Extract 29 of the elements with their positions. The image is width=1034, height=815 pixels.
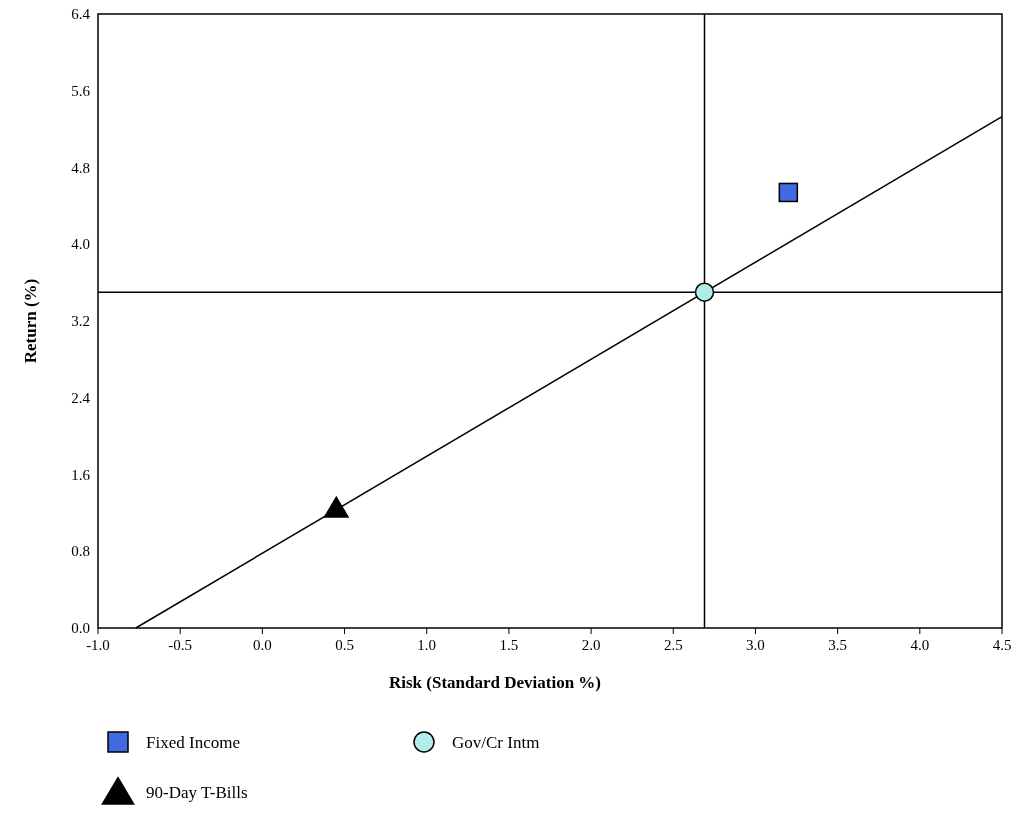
x-tick-label: 3.0 — [746, 637, 765, 653]
y-tick-label: 3.2 — [71, 313, 90, 329]
x-tick-label: 2.5 — [663, 637, 683, 653]
point — [694, 282, 715, 302]
legend-label: 90-Day T-Bills — [146, 783, 248, 802]
y-tick-label: 4.0 — [71, 236, 90, 253]
legend-label: Fixed Income — [146, 733, 240, 752]
point — [323, 496, 349, 518]
x-axis-title: Risk (Standard Deviation %) — [388, 673, 602, 692]
x-tick-label: -1.0 — [86, 637, 110, 653]
y-tick-label: 1.6 — [71, 466, 91, 483]
x-tick-label: 1.0 — [417, 637, 437, 653]
x-tick-label: 3.5 — [828, 637, 848, 653]
y-tick-label: 0.8 — [71, 543, 90, 560]
x-tick-label: 2.0 — [581, 637, 601, 653]
y-axis-title: Return (%) — [21, 278, 40, 364]
x-tick-label: 4.0 — [910, 637, 930, 653]
y-tick-label: 4.8 — [71, 159, 90, 176]
x-tick-label: 4.5 — [992, 637, 1012, 653]
x-tick-label: 0.5 — [335, 637, 354, 653]
point — [778, 182, 799, 203]
y-tick-label: 5.6 — [71, 82, 91, 99]
x-tick-label: 0.0 — [252, 637, 272, 653]
y-tick-label: 2.4 — [71, 389, 91, 406]
y-tick-label: 0.0 — [71, 620, 90, 636]
y-tick-label: 6.4 — [71, 6, 91, 22]
x-tick-label: 1.5 — [499, 637, 519, 653]
x-tick-label: -0.5 — [168, 637, 193, 653]
legend-label: Gov/Cr Intm — [452, 733, 540, 752]
